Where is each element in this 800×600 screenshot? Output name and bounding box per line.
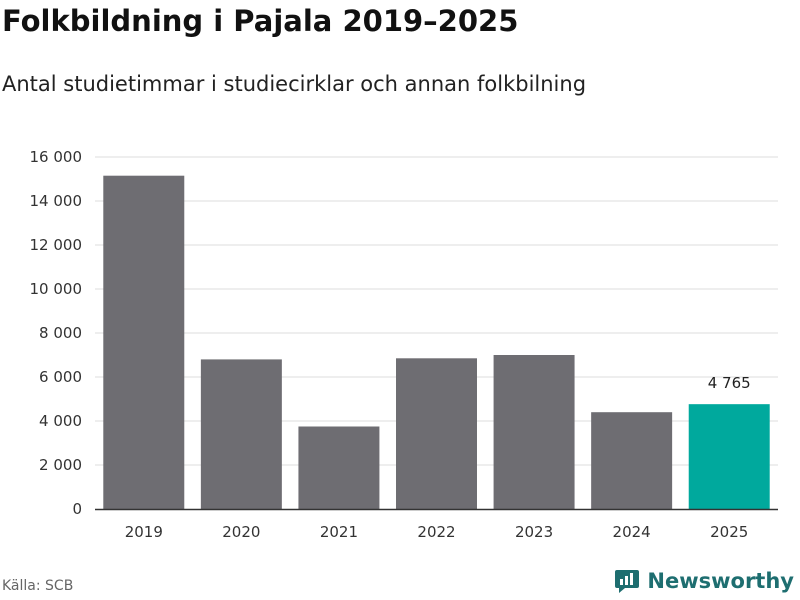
data-labels: 4 765 xyxy=(708,374,751,392)
y-tick-label: 6 000 xyxy=(39,368,82,386)
bar-2024 xyxy=(591,412,673,509)
bar-2020 xyxy=(200,359,282,509)
x-tick-label: 2019 xyxy=(125,523,163,541)
x-tick-label: 2024 xyxy=(613,523,651,541)
bar-2021 xyxy=(298,426,380,509)
brand-name: Newsworthy xyxy=(647,569,794,593)
bar-2023 xyxy=(493,355,575,509)
y-tick-label: 8 000 xyxy=(39,324,82,342)
x-tick-label: 2025 xyxy=(710,523,748,541)
y-tick-label: 10 000 xyxy=(30,280,83,298)
chart-subtitle: Antal studietimmar i studiecirklar och a… xyxy=(2,72,587,96)
x-tick-label: 2020 xyxy=(222,523,260,541)
brand-logo: Newsworthy xyxy=(614,568,794,594)
source-note: Källa: SCB xyxy=(2,578,74,594)
bar-2019 xyxy=(103,175,185,509)
y-tick-label: 2 000 xyxy=(39,456,82,474)
data-label: 4 765 xyxy=(708,374,751,392)
x-tick-label: 2021 xyxy=(320,523,358,541)
y-tick-labels: 0 2 000 4 000 6 000 8 000 10 000 12 000 14 000 1… xyxy=(30,148,83,518)
bar-2025 xyxy=(688,404,770,509)
chart-title: Folkbildning i Pajala 2019–2025 xyxy=(2,4,519,38)
y-tick-label: 16 000 xyxy=(30,148,83,166)
bar-2022 xyxy=(396,358,477,509)
x-tick-label: 2023 xyxy=(515,523,553,541)
x-tick-label: 2022 xyxy=(417,523,455,541)
bars xyxy=(103,175,770,509)
newsworthy-logo-icon xyxy=(615,570,640,593)
y-tick-label: 0 xyxy=(72,500,82,518)
y-tick-label: 12 000 xyxy=(30,236,83,254)
y-tick-label: 14 000 xyxy=(30,192,83,210)
x-tick-labels: 2019 2020 2021 2022 2023 2024 2025 xyxy=(125,523,749,541)
y-tick-label: 4 000 xyxy=(39,412,82,430)
